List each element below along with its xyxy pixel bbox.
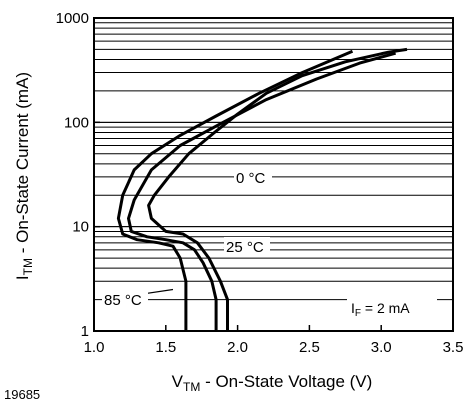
figure-id: 19685 (4, 387, 41, 402)
series-label-25-c: 25 °C (226, 239, 264, 256)
series-line-25-c (127, 51, 396, 331)
series-label-0-c: 0 °C (236, 170, 266, 187)
y-tick-label: 10 (72, 219, 89, 236)
y-ticks: 1 10 100 1000 (56, 10, 100, 340)
condition-annotation-background (347, 296, 437, 320)
series-label-background (234, 168, 272, 188)
plot-frame (93, 17, 454, 332)
series-line-0-c (147, 47, 408, 331)
series-label-85-c: 85 °C (104, 292, 142, 309)
x-tick-label: 1.0 (84, 339, 105, 356)
x-tick-label: 1.5 (155, 339, 176, 356)
condition-annotation: IF = 2 mA (347, 296, 437, 320)
condition-annotation-text: IF = 2 mA (351, 300, 410, 319)
x-axis-label: VTM - On-State Voltage (V) (172, 372, 373, 394)
y-tick-label: 1000 (56, 10, 89, 27)
y-tick-label: 100 (64, 114, 89, 131)
y-axis-label: ITM - On-State Current (mA) (13, 72, 35, 280)
y-tick-label: 1 (81, 323, 89, 340)
x-tick-label: 2.0 (227, 339, 248, 356)
series-lines (116, 47, 408, 331)
horizontal-grid (94, 22, 453, 301)
series-label-background (224, 237, 270, 257)
series-label-background (102, 290, 148, 310)
series-line-85-c (116, 49, 354, 331)
x-tick-label: 3.5 (443, 339, 464, 356)
x-tick-label: 2.5 (299, 339, 320, 356)
x-ticks: 1.0 1.5 2.0 2.5 3.0 3.5 (84, 325, 464, 356)
x-tick-label: 3.0 (371, 339, 392, 356)
series-labels: 0 °C 25 °C 85 °C (101, 168, 272, 310)
